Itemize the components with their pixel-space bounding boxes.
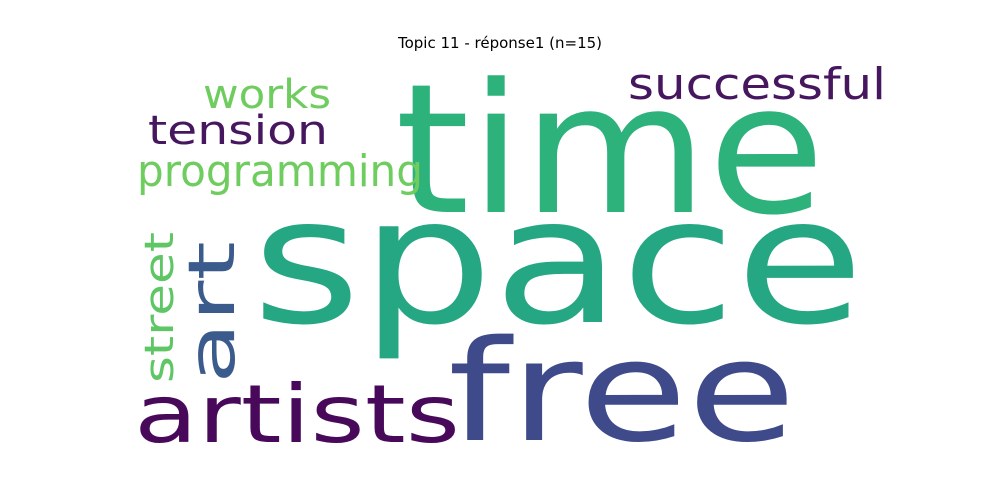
word-artists: artists [134, 368, 460, 461]
word-space: space [252, 161, 864, 364]
chart-title: Topic 11 - réponse1 (n=15) [397, 34, 603, 52]
word-works: works [203, 72, 331, 118]
word-successful: successful [628, 59, 886, 110]
word-programming: programming [137, 146, 423, 197]
word-time: time [395, 46, 825, 255]
word-tension: tension [148, 108, 328, 154]
word-art: art [176, 241, 250, 384]
word-free: free [448, 311, 796, 474]
word-street: street [137, 232, 183, 383]
